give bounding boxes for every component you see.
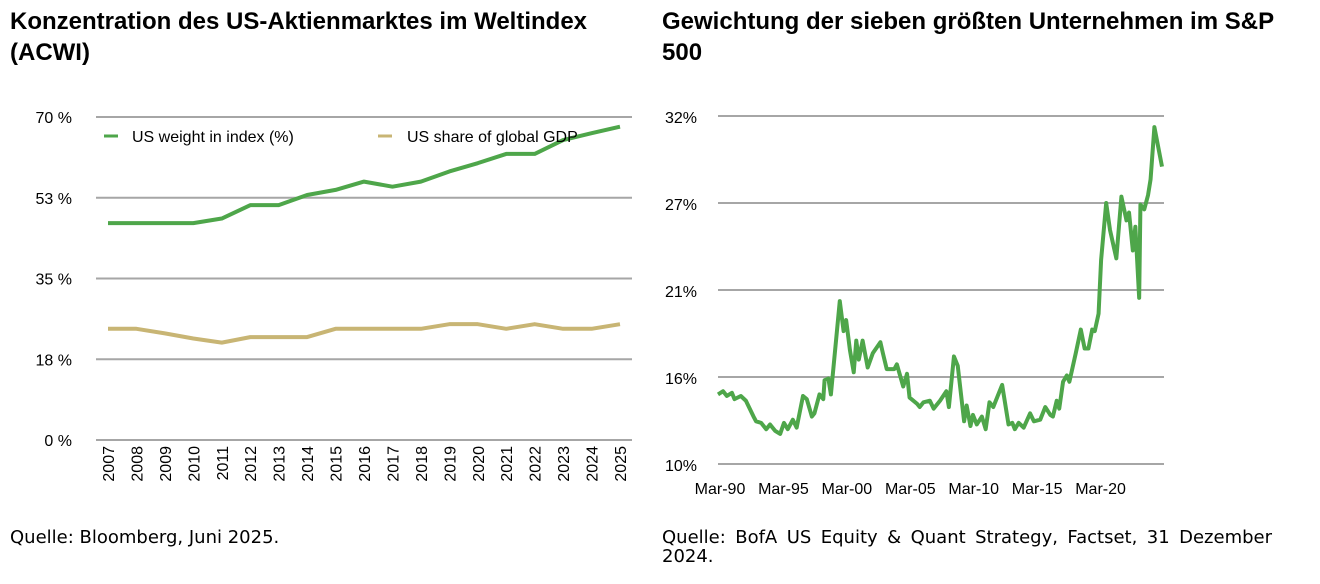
- y-tick-label: 0 %: [44, 433, 72, 450]
- y-tick-label: 32%: [665, 110, 697, 127]
- right-chart: 10% 16% 21% 27% 32% Mar-90 Mar-95 Mar-00 Mar-05 M…: [665, 110, 1164, 498]
- x-tick-label: 2022: [528, 446, 545, 482]
- legend-label: US weight in index (%): [132, 129, 294, 146]
- x-tick-label: Mar-05: [885, 481, 936, 498]
- left-source: Quelle: Bloomberg, Juni 2025.: [10, 527, 280, 548]
- x-tick-label: Mar-90: [695, 481, 746, 498]
- x-tick-label: 2018: [414, 446, 431, 482]
- x-tick-label: 2021: [499, 446, 516, 482]
- x-tick-label: 2016: [357, 446, 374, 482]
- left-chart-title: Konzentration des US-Aktienmarktes im We…: [10, 8, 588, 66]
- right-chart-title: Gewichtung der sieben größten Unternehme…: [662, 8, 1274, 66]
- x-tick-label: Mar-00: [822, 481, 873, 498]
- y-tick-label: 53 %: [36, 191, 72, 208]
- x-tick-label: 2019: [442, 446, 459, 482]
- y-tick-label: 21%: [665, 284, 697, 301]
- y-tick-label: 70 %: [36, 110, 72, 127]
- x-tick-label: Mar-15: [1012, 481, 1063, 498]
- legend-label: US share of global GDP: [407, 129, 578, 146]
- x-tick-label: 2024: [585, 446, 602, 482]
- y-tick-label: 35 %: [36, 272, 72, 289]
- x-tick-label: 2017: [385, 446, 402, 482]
- x-tick-label: 2009: [158, 446, 175, 482]
- x-tick-label: 2012: [243, 446, 260, 482]
- x-tick-label: 2013: [272, 446, 289, 482]
- y-tick-label: 18 %: [36, 352, 72, 369]
- x-tick-label: 2007: [101, 446, 118, 482]
- x-tick-label: Mar-10: [948, 481, 999, 498]
- y-tick-label: 16%: [665, 371, 697, 388]
- left-chart: 0 % 18 % 35 % 53 % 70 % 2007 2008 2009 2010 2011 2…: [36, 110, 632, 482]
- x-tick-label: 2008: [129, 446, 146, 482]
- x-tick-label: 2014: [300, 446, 317, 482]
- y-tick-label: 27%: [665, 197, 697, 214]
- x-tick-label: 2020: [471, 446, 488, 482]
- right-source: Quelle: BofA US Equity & Quant Strategy,…: [662, 527, 1272, 567]
- x-tick-label: 2011: [215, 446, 232, 481]
- x-tick-label: Mar-20: [1075, 481, 1126, 498]
- x-tick-label: 2025: [613, 446, 630, 482]
- x-tick-label: Mar-95: [758, 481, 809, 498]
- series-line: [108, 322, 621, 345]
- x-tick-label: 2023: [556, 446, 573, 482]
- x-tick-label: 2010: [186, 446, 203, 482]
- series-line: [716, 125, 1164, 436]
- y-tick-label: 10%: [665, 458, 697, 475]
- x-tick-label: 2015: [329, 446, 346, 482]
- series-line: [108, 124, 621, 226]
